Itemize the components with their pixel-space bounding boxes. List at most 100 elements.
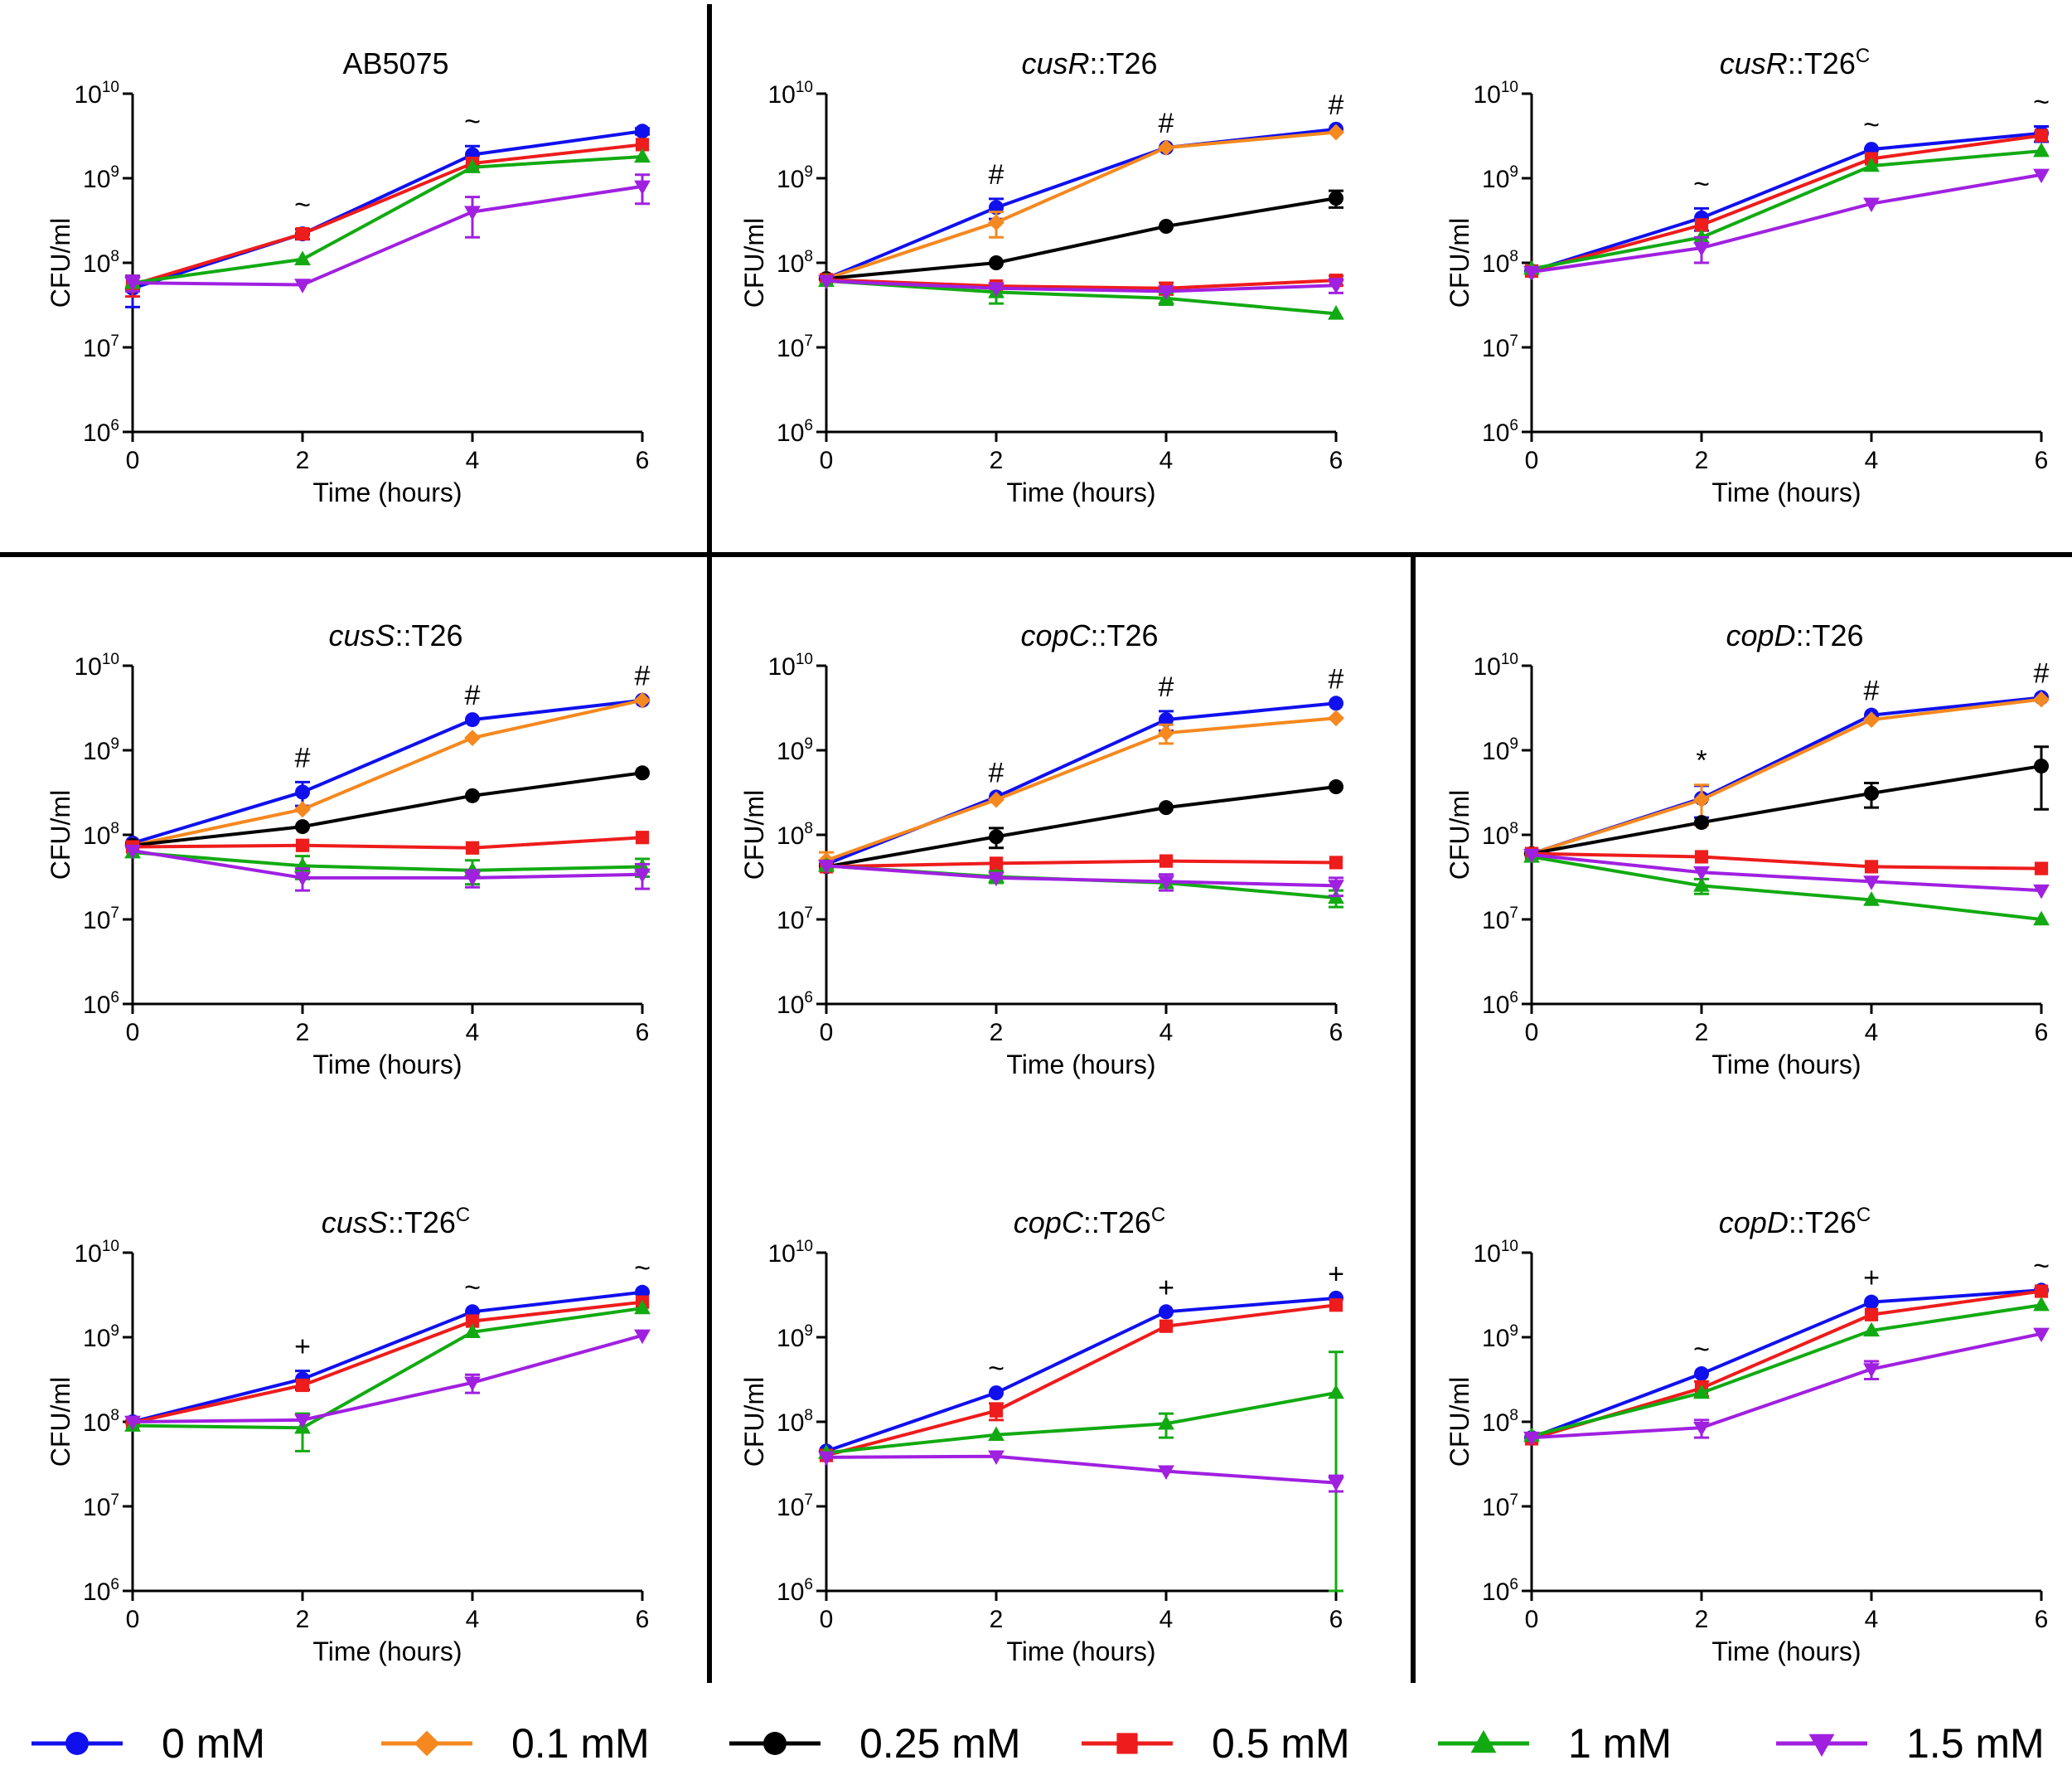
y-axis-label: CFU/ml [739,1377,769,1467]
data-point [818,1451,835,1467]
data-point [1329,779,1343,795]
data-point [989,856,1004,870]
series-0mM [819,121,1343,287]
series-1.5mM [124,1329,651,1431]
series-line [132,851,643,872]
data-point [2034,861,2049,875]
significance-marker: + [1328,1258,1344,1290]
data-point [1328,279,1344,294]
data-point [1159,800,1174,816]
panel-dividers [0,4,2072,1683]
data-point [465,1314,480,1328]
series-line [1531,851,2042,870]
y-tick-label: 1010 [1473,651,1518,681]
series-line [825,278,1337,290]
x-axis-label: Time (hours) [312,1050,462,1079]
x-tick-label: 4 [466,447,480,474]
data-point [2033,142,2050,158]
y-tick-label: 109 [1482,735,1518,765]
data-point [1523,1431,1540,1447]
series-0.5mM [125,831,650,855]
chart-panel-6: 106 107 108 109 1010 0 2 4 6 Time (hours) CFU/ml co… [1445,618,2050,1079]
data-point [818,274,835,290]
data-point [294,250,311,265]
data-point [1328,880,1344,895]
series-line [825,127,1337,280]
significance-marker: # [989,159,1005,191]
panel-title: copD::T26C [1719,1204,1871,1239]
significance-marker: # [1159,672,1174,703]
series-line [1531,1303,2042,1438]
data-point [818,860,835,875]
data-point [1863,1321,1880,1337]
x-tick-label: 2 [990,1606,1004,1633]
x-axis-label: Time (hours) [1711,1050,1861,1079]
x-tick-label: 6 [636,1019,650,1046]
chart-panel-9: 106 107 108 109 1010 0 2 4 6 Time (hours) CFU/ml co… [1445,1204,2050,1666]
series-1mM [124,1299,651,1452]
series-line [132,849,643,880]
axes [825,94,1336,434]
y-tick-label: 108 [777,248,813,278]
series-1.5mM [1523,848,2050,899]
y-tick-label: 108 [83,1407,119,1437]
data-point [1158,139,1174,157]
x-tick-label: 2 [296,1606,310,1633]
chart-panel-7: 106 107 108 109 1010 0 2 4 6 Time (hours) CFU/ml cu… [46,1204,651,1666]
series-0.5mM [125,1295,650,1429]
significance-marker: * [1696,745,1706,777]
data-point [1158,1414,1174,1430]
series-1mM [818,1350,1344,1593]
data-point [1328,124,1344,141]
legend-label: 0.25 mM [859,1720,1021,1765]
data-point [464,871,481,887]
data-point [634,1329,651,1345]
data-point [988,1450,1005,1466]
significance-marker: ~ [294,189,311,221]
data-point [634,148,651,163]
panel-title: cusR::T26 [1021,46,1157,80]
x-tick-label: 6 [636,447,650,474]
y-axis-label: CFU/ml [739,790,769,880]
y-tick-label: 107 [777,332,813,362]
y-tick-label: 1010 [767,651,813,681]
chart-panel-5: 106 107 108 109 1010 0 2 4 6 Time (hours) CFU/ml co… [739,618,1344,1079]
data-point [464,1376,481,1392]
series-1.5mM [1523,1327,2050,1447]
data-point [1864,1294,1879,1310]
legend-item-0.1mM: 0.1 mM [381,1720,650,1765]
data-point [295,838,310,852]
significance-marker: # [1329,663,1344,695]
series-line [132,184,643,287]
y-axis-label: CFU/ml [46,790,75,880]
data-point [1693,866,1710,881]
y-tick-label: 109 [1482,163,1518,193]
panel-title: copC::T26 [1020,618,1158,652]
significance-marker: # [465,680,481,711]
chart-panel-3: 106 107 108 109 1010 0 2 4 6 Time (hours) CFU/ml cu… [1445,45,2050,507]
x-tick-label: 6 [2035,1019,2049,1046]
y-tick-label: 107 [777,1491,813,1521]
significance-marker: + [1158,1272,1174,1303]
series-0.5mM [819,1298,1343,1462]
legend-item-0.5mM: 0.5 mM [1082,1720,1350,1765]
panel-title: copC::T26C [1014,1204,1165,1239]
x-tick-label: 0 [1525,1019,1539,1046]
data-point [1328,1384,1344,1399]
legend-item-1.5mM: 1.5 mM [1776,1720,2045,1765]
series-1.5mM [124,844,651,892]
data-point [464,206,481,221]
y-tick-label: 108 [1482,820,1518,850]
series-line [825,279,1337,316]
y-tick-label: 108 [1482,248,1518,278]
series-0.1mM [124,691,651,854]
significance-marker: + [1863,1263,1880,1294]
y-tick-label: 109 [83,735,119,765]
x-tick-label: 0 [820,447,834,474]
data-point [1328,305,1344,320]
series-0mM [819,696,1343,872]
y-tick-label: 107 [1482,332,1518,362]
series-1.5mM [818,860,1344,898]
data-point [634,868,651,884]
